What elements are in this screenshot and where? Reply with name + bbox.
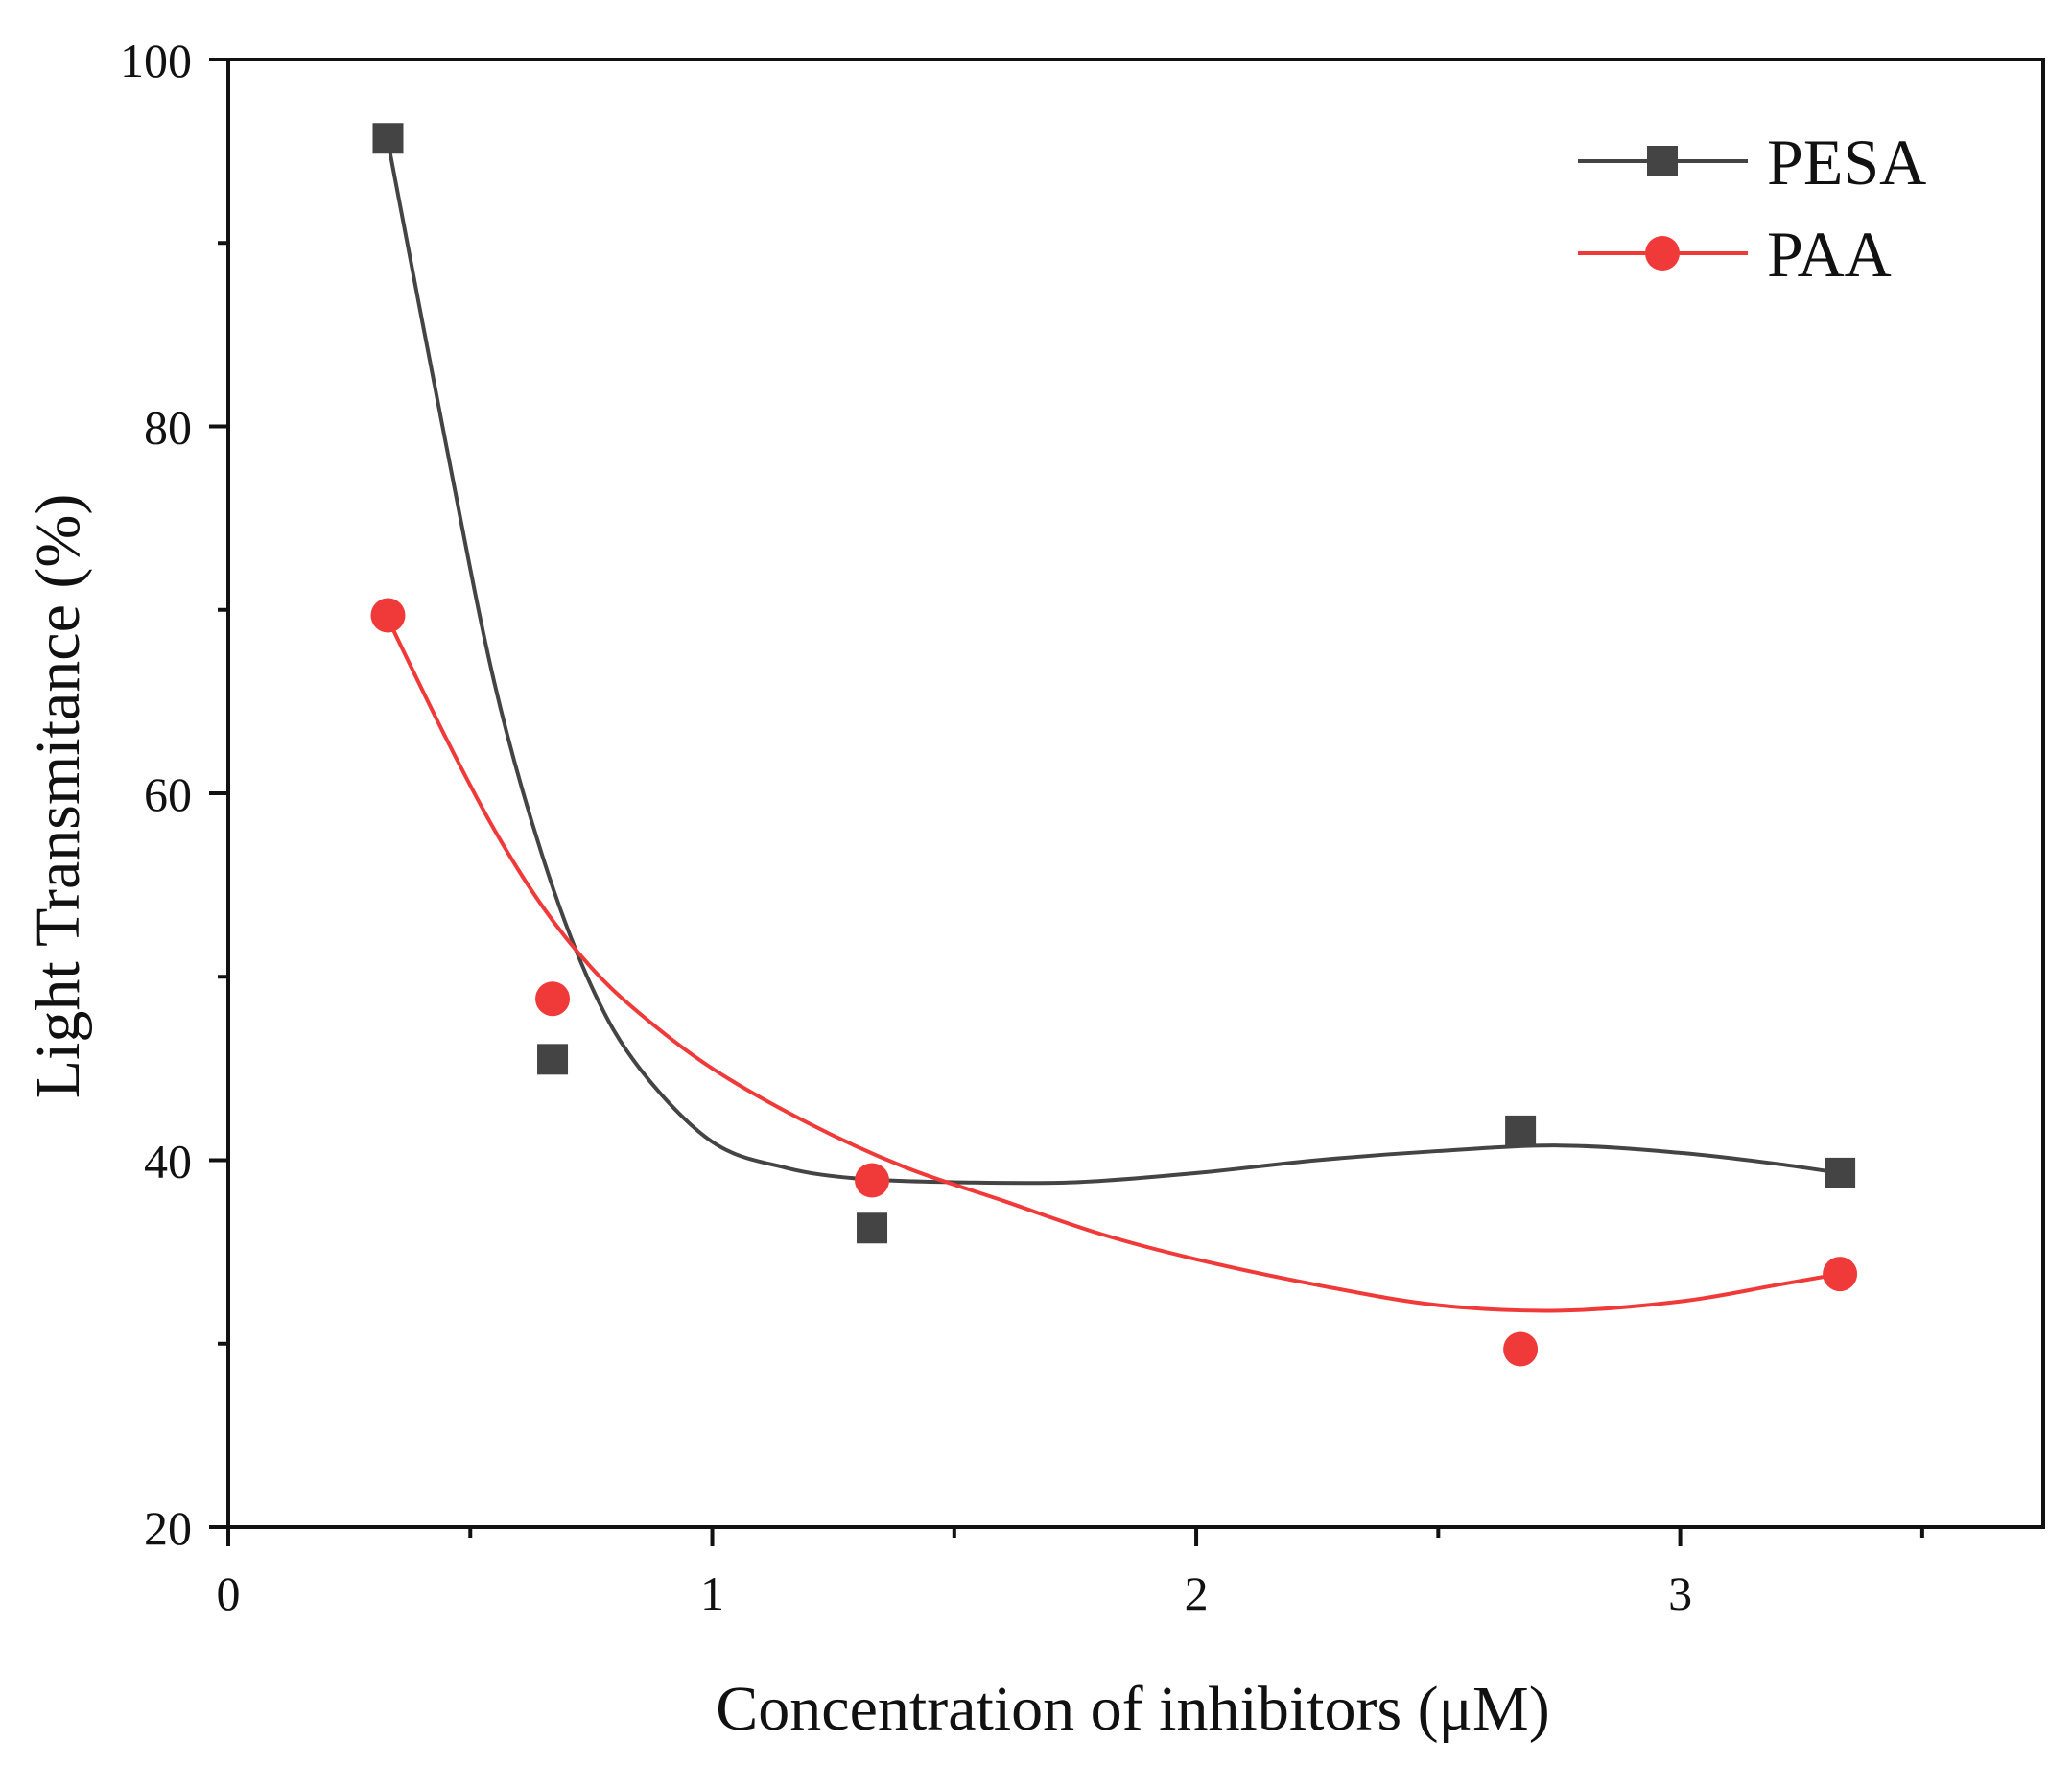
data-point-pesa	[537, 1044, 569, 1075]
legend-marker-paa	[1645, 236, 1680, 271]
fit-curves-layer	[386, 141, 1841, 1313]
data-point-pesa	[372, 123, 404, 154]
legend-label-paa: PAA	[1767, 218, 1892, 291]
legend-marker-pesa	[1647, 146, 1678, 176]
data-point-pesa	[1825, 1157, 1856, 1188]
y-axis-title: Light Transmitance (%)	[23, 494, 93, 1099]
fit-curve-pesa	[386, 141, 1841, 1186]
x-tick-label: 1	[700, 1566, 724, 1620]
data-point-pesa	[857, 1212, 888, 1244]
data-point-paa	[1823, 1257, 1858, 1292]
y-tick-label: 100	[120, 34, 192, 87]
legend-label-pesa: PESA	[1767, 126, 1926, 199]
legend: PESA PAA	[1578, 126, 1926, 291]
y-tick-label: 40	[144, 1135, 192, 1188]
x-tick-label: 0	[217, 1566, 241, 1620]
x-tick-label: 3	[1668, 1566, 1692, 1620]
x-axis-title: Concentration of inhibitors (μM)	[716, 1674, 1549, 1744]
data-point-paa	[855, 1163, 890, 1198]
data-markers-layer	[370, 123, 1858, 1367]
x-tick-label: 2	[1185, 1566, 1209, 1620]
fit-curve-paa	[386, 618, 1841, 1313]
data-point-paa	[535, 981, 571, 1017]
tick-labels-layer: 0 1 2 3 20 40 60 80 100	[120, 34, 1692, 1620]
axis-ticks-layer	[209, 58, 1924, 1546]
y-tick-label: 60	[144, 767, 192, 821]
y-tick-label: 80	[144, 401, 192, 455]
data-point-pesa	[1505, 1115, 1537, 1146]
data-point-paa	[370, 598, 406, 633]
y-tick-label: 20	[144, 1501, 192, 1555]
data-point-paa	[1503, 1331, 1539, 1367]
